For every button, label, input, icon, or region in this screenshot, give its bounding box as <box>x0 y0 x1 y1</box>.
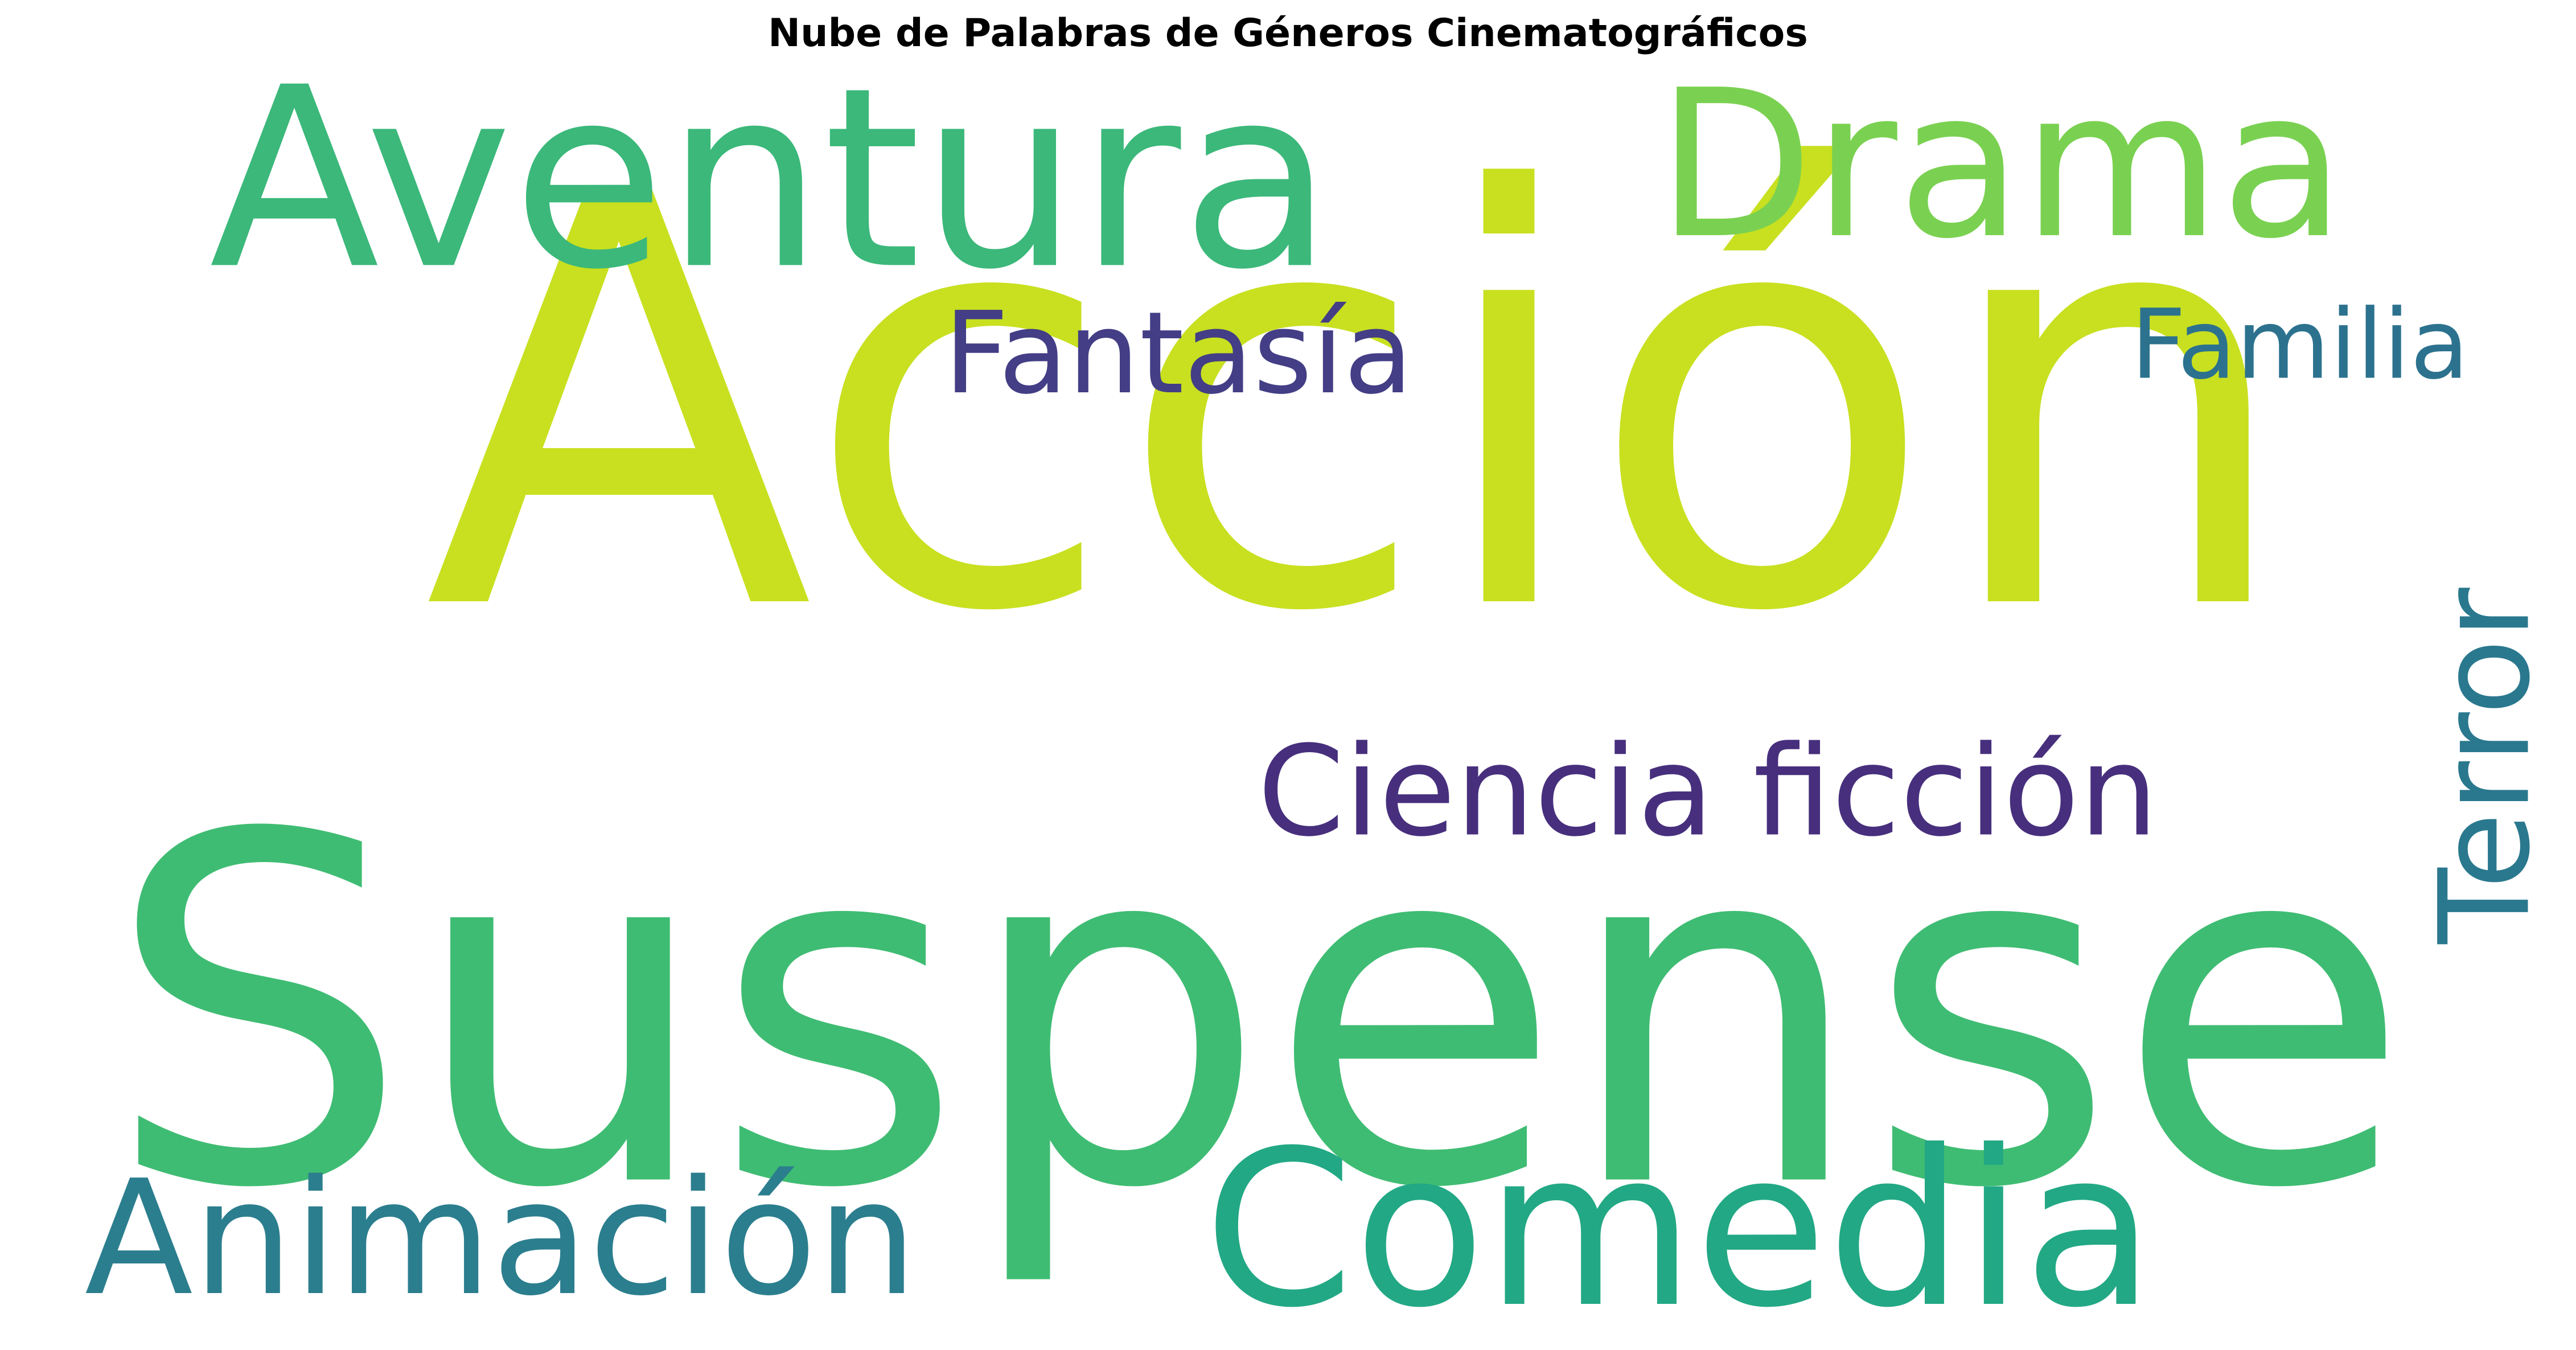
word-animación: Animación <box>85 1146 918 1331</box>
word-fantasía: Fantasía <box>944 287 1413 419</box>
word-comedia: Comedia <box>1203 1105 2155 1350</box>
word-drama: Drama <box>1657 47 2345 284</box>
word-ciencia-ficción: Ciencia ficción <box>1258 719 2158 864</box>
chart-title: Nube de Palabras de Géneros Cinematográf… <box>768 11 1808 56</box>
word-aventura: Aventura <box>209 35 1334 325</box>
word-familia: Familia <box>2131 289 2469 401</box>
word-terror: Terror <box>2413 588 2558 945</box>
word-acción: Acción <box>424 73 2297 736</box>
word-suspense: Suspense <box>105 735 2411 1293</box>
